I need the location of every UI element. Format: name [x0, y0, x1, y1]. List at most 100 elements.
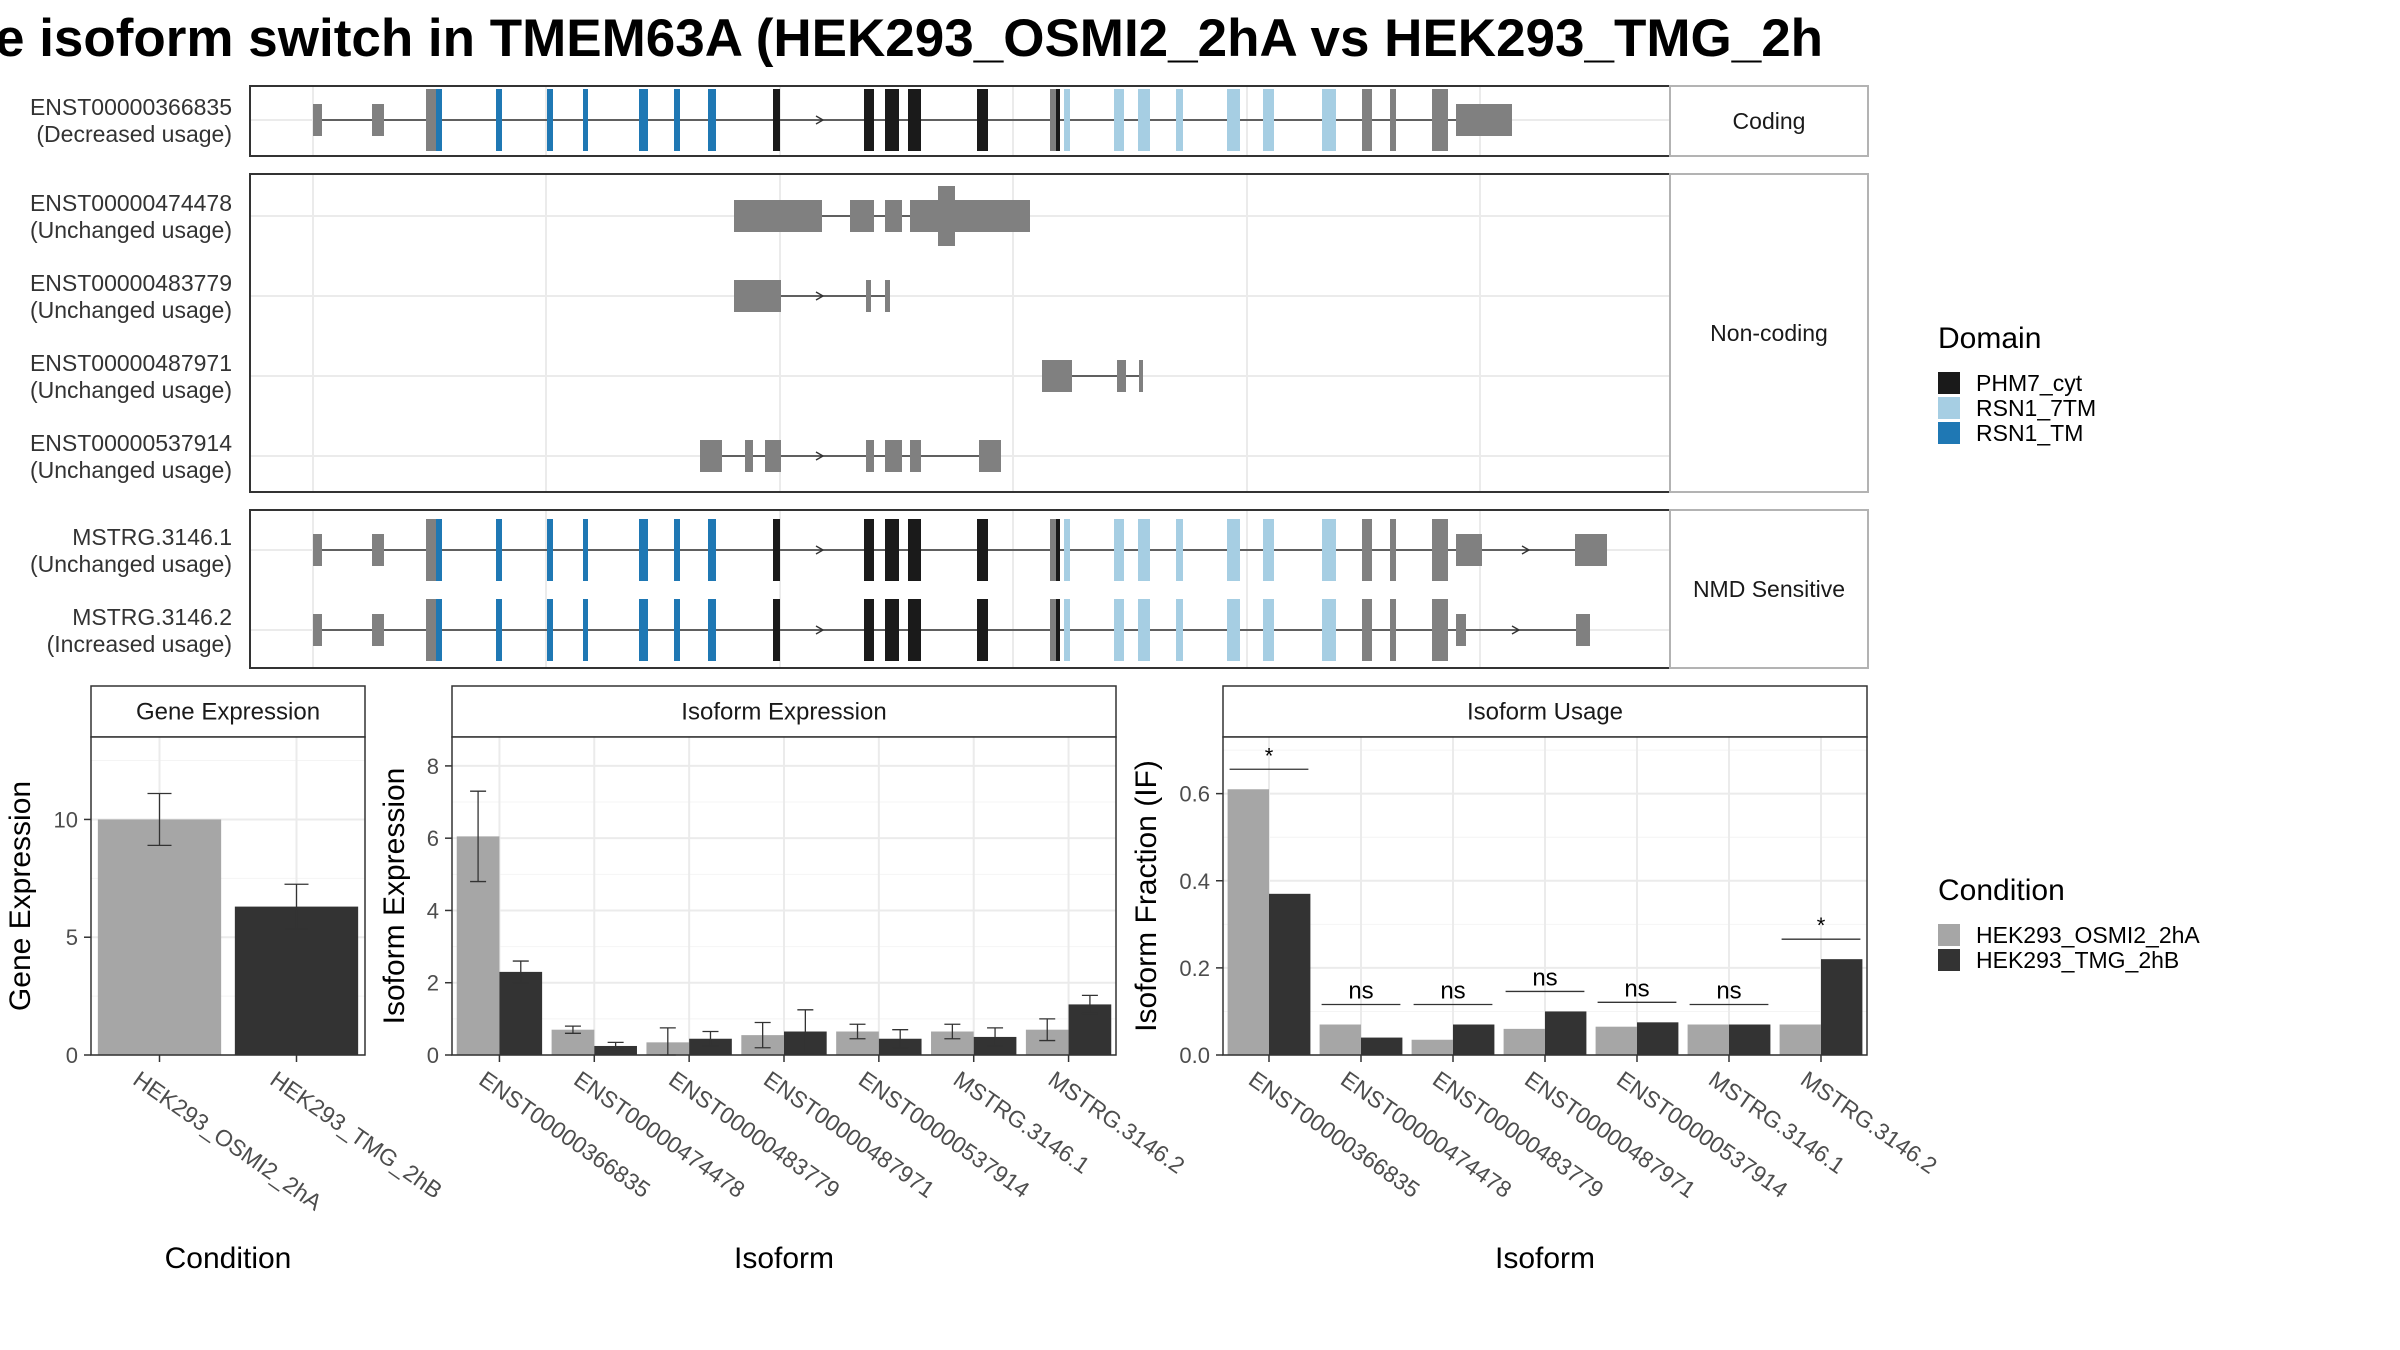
exon — [436, 89, 442, 151]
isoform-usage-label: (Unchanged usage) — [30, 377, 232, 403]
y-tick-label: 0.0 — [1179, 1043, 1210, 1068]
y-tick-label: 0.6 — [1179, 782, 1210, 807]
exon — [977, 89, 988, 151]
exon — [1117, 360, 1126, 392]
exon — [639, 519, 648, 581]
legend-key — [1938, 949, 1960, 971]
exon — [1390, 519, 1396, 581]
exon — [866, 440, 874, 472]
bar — [499, 971, 543, 1055]
bar — [1687, 1024, 1729, 1055]
x-axis-title: Isoform — [1495, 1242, 1595, 1275]
exon — [885, 599, 899, 661]
legend-label: RSN1_7TM — [1976, 395, 2096, 421]
exon — [583, 599, 588, 661]
exon — [1576, 614, 1590, 646]
exon — [1056, 599, 1060, 661]
isoform-usage-label: (Unchanged usage) — [30, 297, 232, 323]
legend-label: PHM7_cyt — [1976, 370, 2083, 396]
legend-key — [1938, 372, 1960, 394]
exon — [313, 614, 322, 646]
isoform-usage-chart: Isoform Usage * ENST00000366835 ns ENST00000… — [1130, 685, 1942, 1275]
x-tick-label: ENST00000483779 — [664, 1066, 844, 1203]
exon — [1322, 519, 1336, 581]
isoform-structure-panel: ENST00000366835(Decreased usage) Coding EN… — [30, 85, 1869, 669]
isoform-id-label: ENST00000366835 — [30, 94, 232, 120]
exon — [1042, 360, 1072, 392]
strand-arrow — [1521, 545, 1531, 555]
exon — [885, 89, 899, 151]
exon — [885, 200, 902, 232]
exon — [1322, 599, 1336, 661]
exon — [1263, 599, 1274, 661]
exon — [1263, 519, 1274, 581]
exon — [734, 280, 781, 312]
legend-label: HEK293_OSMI2_2hA — [1976, 922, 2200, 948]
exon — [436, 599, 442, 661]
exon — [1263, 89, 1274, 151]
exon — [977, 519, 988, 581]
exon — [436, 519, 442, 581]
isoform-id-label: ENST00000537914 — [30, 430, 232, 456]
legend-title: Condition — [1938, 874, 2065, 907]
y-tick-label: 2 — [427, 971, 439, 996]
significance-label: * — [1265, 743, 1274, 768]
strand-arrow — [815, 115, 825, 125]
exon — [1050, 519, 1056, 581]
exon — [910, 200, 1030, 232]
isoform-id-label: MSTRG.3146.1 — [72, 524, 232, 550]
bar — [1453, 1024, 1495, 1055]
exon — [745, 440, 753, 472]
exon — [372, 614, 384, 646]
exon — [1575, 534, 1607, 566]
x-tick-label: ENST00000487971 — [1520, 1066, 1700, 1203]
group-strip-label: Coding — [1733, 108, 1806, 134]
significance-label: ns — [1624, 975, 1649, 1002]
bar — [1411, 1039, 1453, 1055]
exon — [708, 519, 716, 581]
y-tick-label: 0 — [66, 1043, 78, 1068]
isoform-id-label: MSTRG.3146.2 — [72, 604, 232, 630]
exon — [1390, 599, 1396, 661]
figure-title: e isoform switch in TMEM63A (HEK293_OSMI… — [0, 9, 1823, 68]
y-tick-label: 6 — [427, 826, 439, 851]
exon — [773, 89, 780, 151]
exon — [979, 440, 1001, 472]
exon — [1139, 360, 1143, 392]
exon — [1064, 89, 1070, 151]
group-strip-label: NMD Sensitive — [1693, 576, 1845, 602]
exon — [938, 186, 955, 246]
exon — [734, 200, 822, 232]
isoform-usage-label: (Unchanged usage) — [30, 217, 232, 243]
x-tick-label: ENST00000366835 — [475, 1066, 655, 1203]
exon — [885, 440, 902, 472]
chart-strip — [451, 685, 1117, 738]
y-tick-label: 0 — [427, 1043, 439, 1068]
exon — [1050, 599, 1056, 661]
legend-key — [1938, 397, 1960, 419]
bar — [1361, 1037, 1403, 1055]
bar — [1503, 1028, 1545, 1055]
exon — [1138, 89, 1150, 151]
exon — [1114, 89, 1124, 151]
bar — [836, 1031, 879, 1055]
exon — [850, 200, 874, 232]
bar — [689, 1038, 732, 1055]
exon — [977, 599, 988, 661]
exon — [372, 104, 384, 136]
exon — [1227, 89, 1240, 151]
exon — [1362, 599, 1372, 661]
strand-arrow — [815, 545, 825, 555]
strand-arrow — [815, 625, 825, 635]
bar — [1821, 959, 1863, 1055]
isoform-usage-label: (Unchanged usage) — [30, 457, 232, 483]
exon — [496, 599, 502, 661]
significance-label: ns — [1532, 964, 1557, 991]
legend-label: RSN1_TM — [1976, 420, 2083, 446]
isoform-expression-chart: Isoform ExpressionENST00000366835ENST000… — [378, 685, 1190, 1275]
exon — [547, 89, 553, 151]
exon — [1176, 599, 1183, 661]
bar — [1545, 1011, 1587, 1055]
